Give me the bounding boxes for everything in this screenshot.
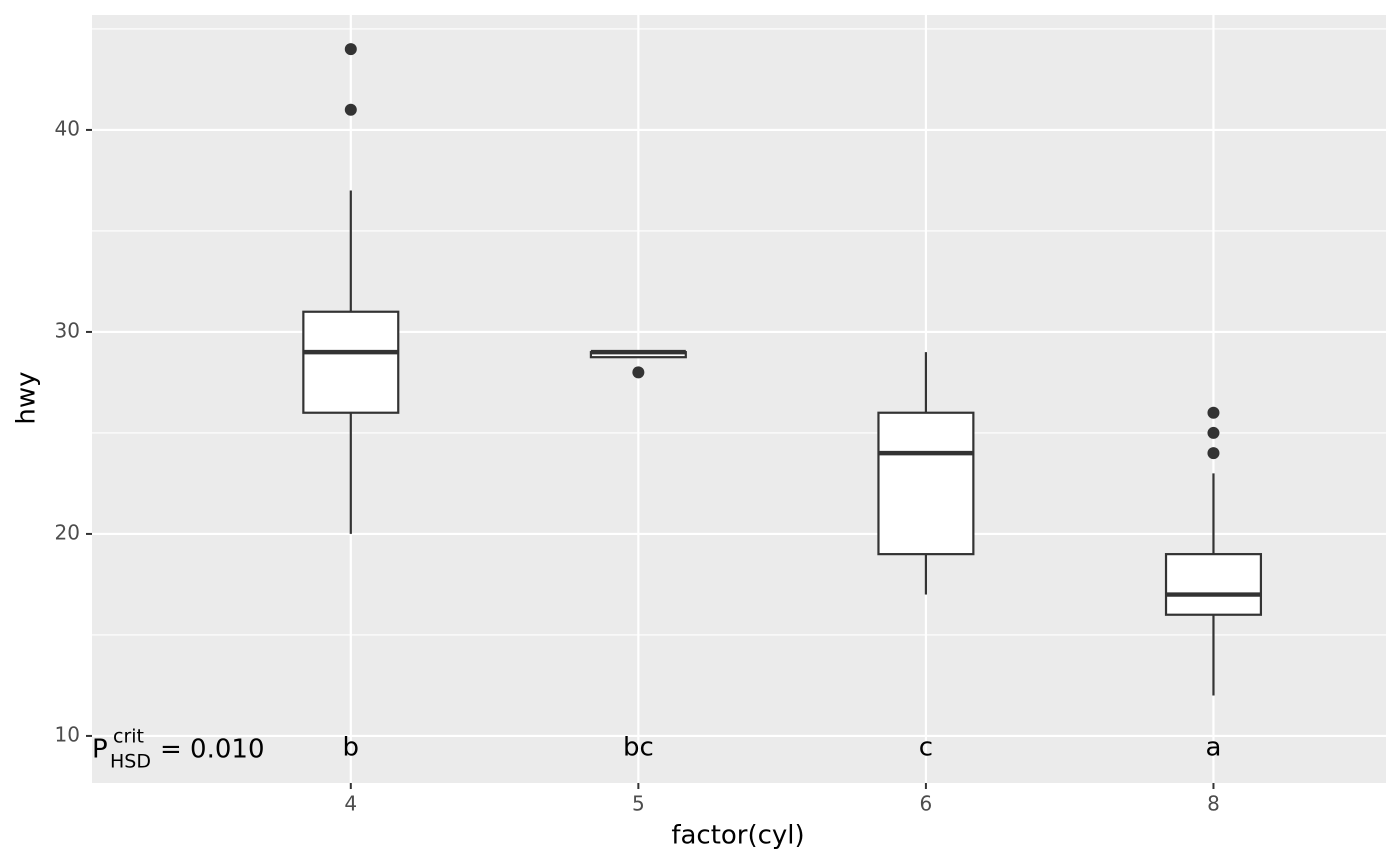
- group-letter: b: [343, 733, 360, 763]
- outlier: [344, 103, 357, 116]
- y-axis-title: hwy: [12, 371, 42, 424]
- y-tick-label: 10: [55, 722, 80, 746]
- y-tick-label: 40: [55, 116, 80, 140]
- x-tick-label: 6: [920, 792, 933, 816]
- annotation-symbol: P: [92, 735, 108, 765]
- box: [877, 411, 975, 556]
- group-letter: a: [1205, 733, 1221, 763]
- annotation-text: = 0.010: [160, 735, 264, 765]
- outlier: [1207, 426, 1220, 439]
- y-tick-label: 20: [55, 520, 80, 544]
- annotation-superscript: crit: [113, 726, 144, 748]
- x-tick-label: 5: [632, 792, 645, 816]
- group-letter: c: [919, 733, 933, 763]
- x-tick-label: 8: [1207, 792, 1220, 816]
- group-letter: bc: [623, 733, 654, 763]
- outlier: [344, 43, 357, 56]
- outlier: [632, 366, 645, 379]
- x-axis-title: factor(cyl): [671, 821, 804, 851]
- box: [302, 310, 400, 414]
- outlier: [1207, 406, 1220, 419]
- y-tick-label: 30: [55, 318, 80, 342]
- x-tick-label: 4: [344, 792, 357, 816]
- outlier: [1207, 447, 1220, 460]
- annotation-subscript: HSD: [110, 751, 151, 773]
- box: [1164, 553, 1263, 616]
